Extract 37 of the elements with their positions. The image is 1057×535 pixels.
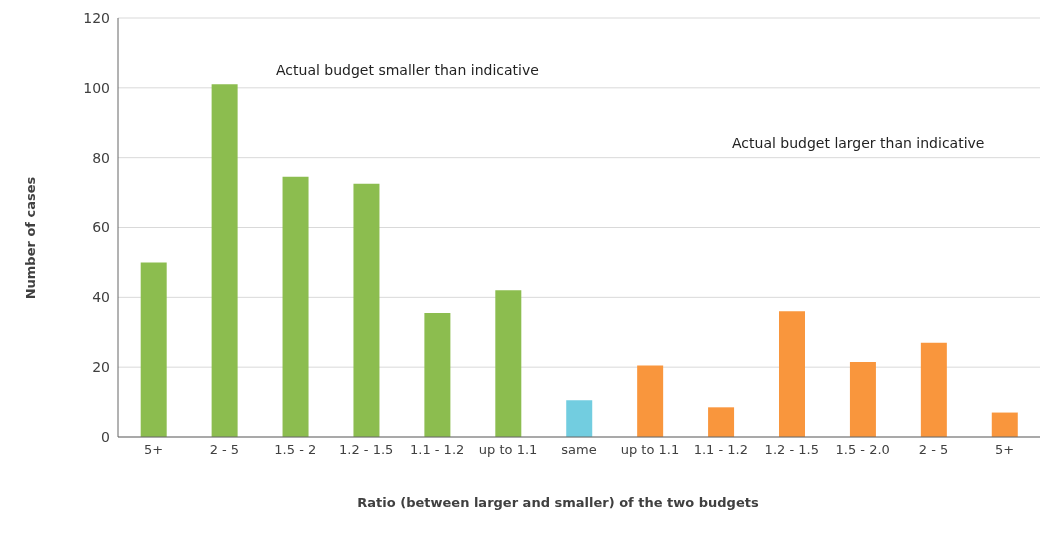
y-tick-label: 20 [92,359,110,376]
x-tick-label: 1.1 - 1.2 [410,442,465,458]
x-tick-label: 1.5 - 2.0 [835,442,890,458]
y-axis-title: Number of cases [22,176,38,300]
x-tick-label: 1.1 - 1.2 [693,442,748,458]
x-tick-label: 1.2 - 1.5 [764,442,819,458]
x-tick-label: 2 - 5 [918,442,949,458]
y-tick-label: 80 [92,149,110,166]
x-tick-label: 2 - 5 [209,442,240,458]
bar [920,342,947,437]
bar [849,361,876,437]
y-tick-label: 40 [92,289,110,306]
x-tick-label: 5+ [994,442,1015,458]
bar [211,84,238,437]
y-tick-label: 60 [92,219,110,236]
y-tick-label: 100 [83,79,110,96]
y-tick-label: 120 [83,9,110,26]
x-tick-label: up to 1.1 [620,442,680,458]
x-tick-label: 5+ [143,442,164,458]
bar [991,412,1018,437]
bar [424,313,451,437]
annotation: Actual budget smaller than indicative [276,62,539,78]
x-axis-title: Ratio (between larger and smaller) of the two budgets [356,495,760,510]
bar [495,290,522,437]
bar [566,400,593,437]
bar [637,365,664,437]
y-tick-label: 0 [101,428,110,445]
bar [779,311,805,437]
x-tick-label: 1.5 - 2 [274,442,317,458]
x-tick-label: 1.2 - 1.5 [339,442,394,458]
bar [353,183,380,437]
bar [140,262,167,437]
x-tick-label: same [561,442,597,458]
bar [708,407,735,437]
annotation: Actual budget larger than indicative [732,135,985,151]
bar [282,176,309,437]
x-tick-label: up to 1.1 [478,442,538,458]
